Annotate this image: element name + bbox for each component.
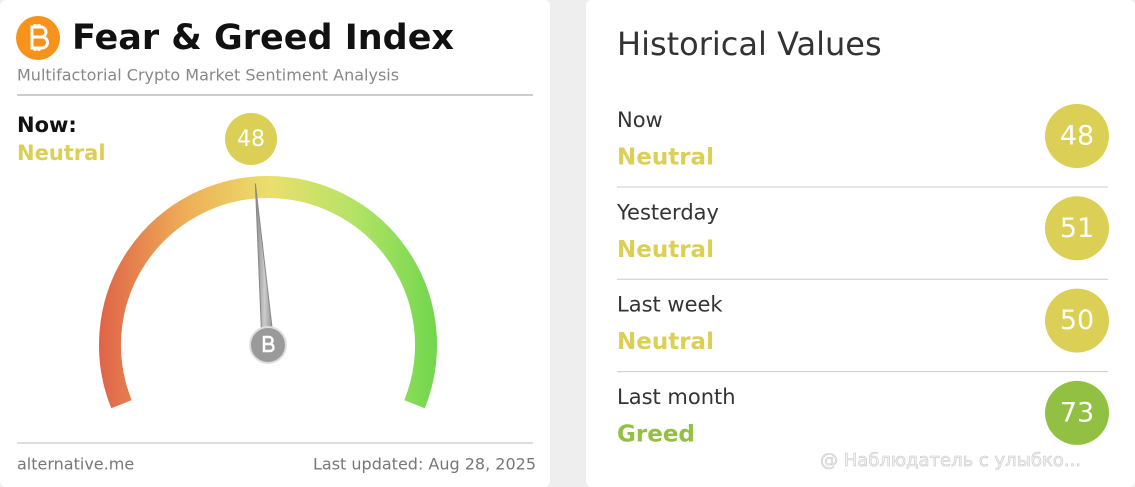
row-label: Yesterday (616, 200, 719, 224)
row-value: 51 (1060, 213, 1094, 244)
history-rows: Now Neutral 48 Yesterday Neutral 51 Last week N… (616, 104, 1109, 447)
now-badge (225, 113, 277, 165)
row-value: 73 (1060, 397, 1094, 428)
row-classification: Neutral (617, 145, 714, 171)
row-classification: Greed (617, 421, 695, 447)
title: Fear & Greed Index (72, 18, 454, 58)
row-badge (1045, 288, 1109, 353)
now-classification: Neutral (17, 141, 106, 165)
history-title: Historical Values (617, 25, 882, 63)
row-label: Now (617, 108, 663, 132)
now-label: Now: (17, 113, 77, 137)
now-value: 48 (237, 127, 265, 152)
row-value: 48 (1060, 121, 1094, 152)
gauge-arc (99, 176, 437, 409)
watermark: @ Наблюдатель с улыбко... (820, 450, 1081, 471)
row-classification: Neutral (617, 237, 714, 263)
row-label: Last week (617, 293, 723, 317)
subtitle: Multifactorial Crypto Market Sentiment A… (17, 66, 399, 85)
row-classification: Neutral (617, 329, 714, 355)
footer-source: alternative.me (17, 455, 134, 474)
history-card (586, 0, 1135, 487)
gauge-card (0, 0, 550, 487)
row-value: 50 (1060, 305, 1094, 336)
row-badge (1045, 104, 1109, 168)
row-label: Last month (617, 385, 736, 409)
row-badge (1045, 380, 1109, 445)
bitcoin-icon (16, 16, 60, 60)
gauge-hub (249, 326, 287, 364)
footer-updated: Last updated: Aug 28, 2025 (313, 455, 536, 474)
row-badge (1045, 196, 1109, 261)
